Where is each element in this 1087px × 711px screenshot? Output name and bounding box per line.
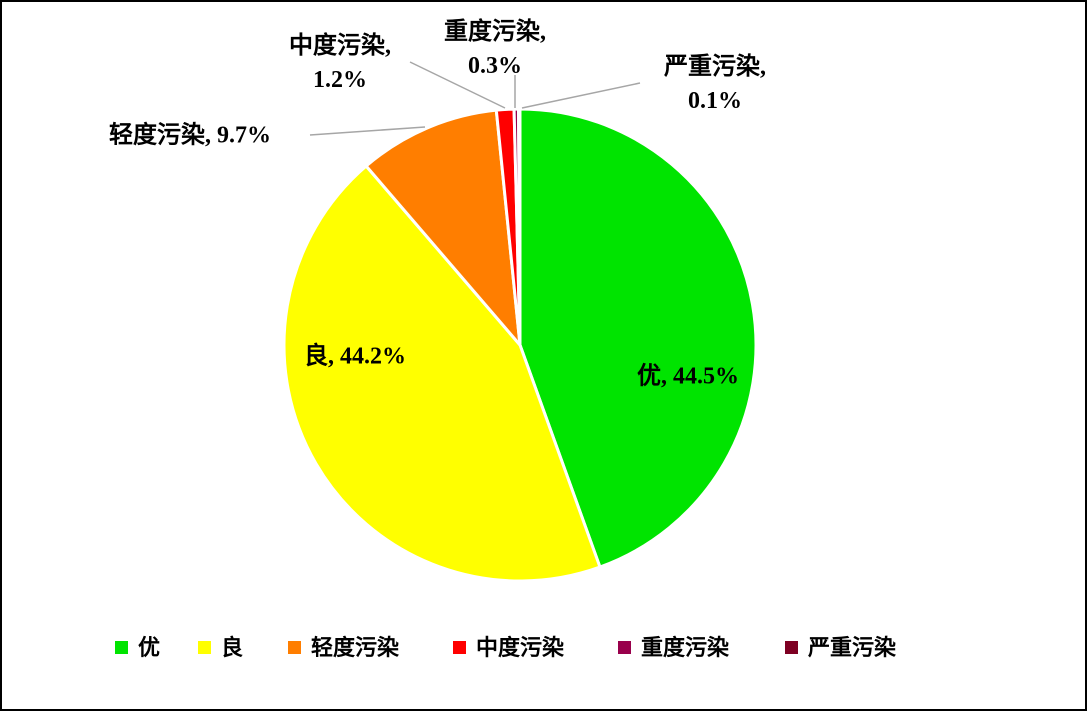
data-label-line: 中度污染, bbox=[289, 31, 391, 59]
data-label: 良, 44.2% bbox=[304, 342, 406, 370]
data-label-line: 严重污染, bbox=[664, 53, 766, 80]
data-label: 严重污染, 0.1% bbox=[664, 53, 766, 114]
legend-swatch bbox=[618, 641, 631, 654]
pie-slice bbox=[517, 107, 522, 346]
legend-label: 重度污染 bbox=[641, 635, 729, 660]
legend-swatch bbox=[453, 641, 466, 654]
data-label: 优, 44.5% bbox=[637, 362, 739, 390]
pie-slice bbox=[282, 163, 602, 583]
legend-swatch bbox=[288, 641, 301, 654]
data-label-line: 0.3% bbox=[468, 53, 522, 79]
data-label-line: 1.2% bbox=[313, 67, 367, 93]
legend-label: 良 bbox=[221, 635, 243, 660]
legend-label: 轻度污染 bbox=[311, 635, 399, 660]
legend-swatch bbox=[115, 641, 128, 654]
legend-swatch bbox=[198, 641, 211, 654]
data-label-line: 0.1% bbox=[688, 88, 742, 114]
pie-slice bbox=[364, 108, 522, 350]
data-label-line: 重度污染, bbox=[444, 17, 546, 45]
legend-label: 优 bbox=[138, 635, 160, 660]
data-label: 轻度污染, 9.7% bbox=[109, 121, 271, 149]
data-label: 重度污染, 0.3% bbox=[444, 17, 546, 79]
leader-line bbox=[309, 126, 426, 136]
leader-line bbox=[521, 82, 641, 109]
legend-swatch bbox=[785, 641, 798, 654]
leader-line bbox=[409, 61, 506, 109]
legend-label: 严重污染 bbox=[808, 635, 896, 660]
legend-label: 中度污染 bbox=[476, 635, 564, 660]
data-label: 中度污染, 1.2% bbox=[289, 31, 391, 93]
pie-slice bbox=[518, 107, 758, 569]
